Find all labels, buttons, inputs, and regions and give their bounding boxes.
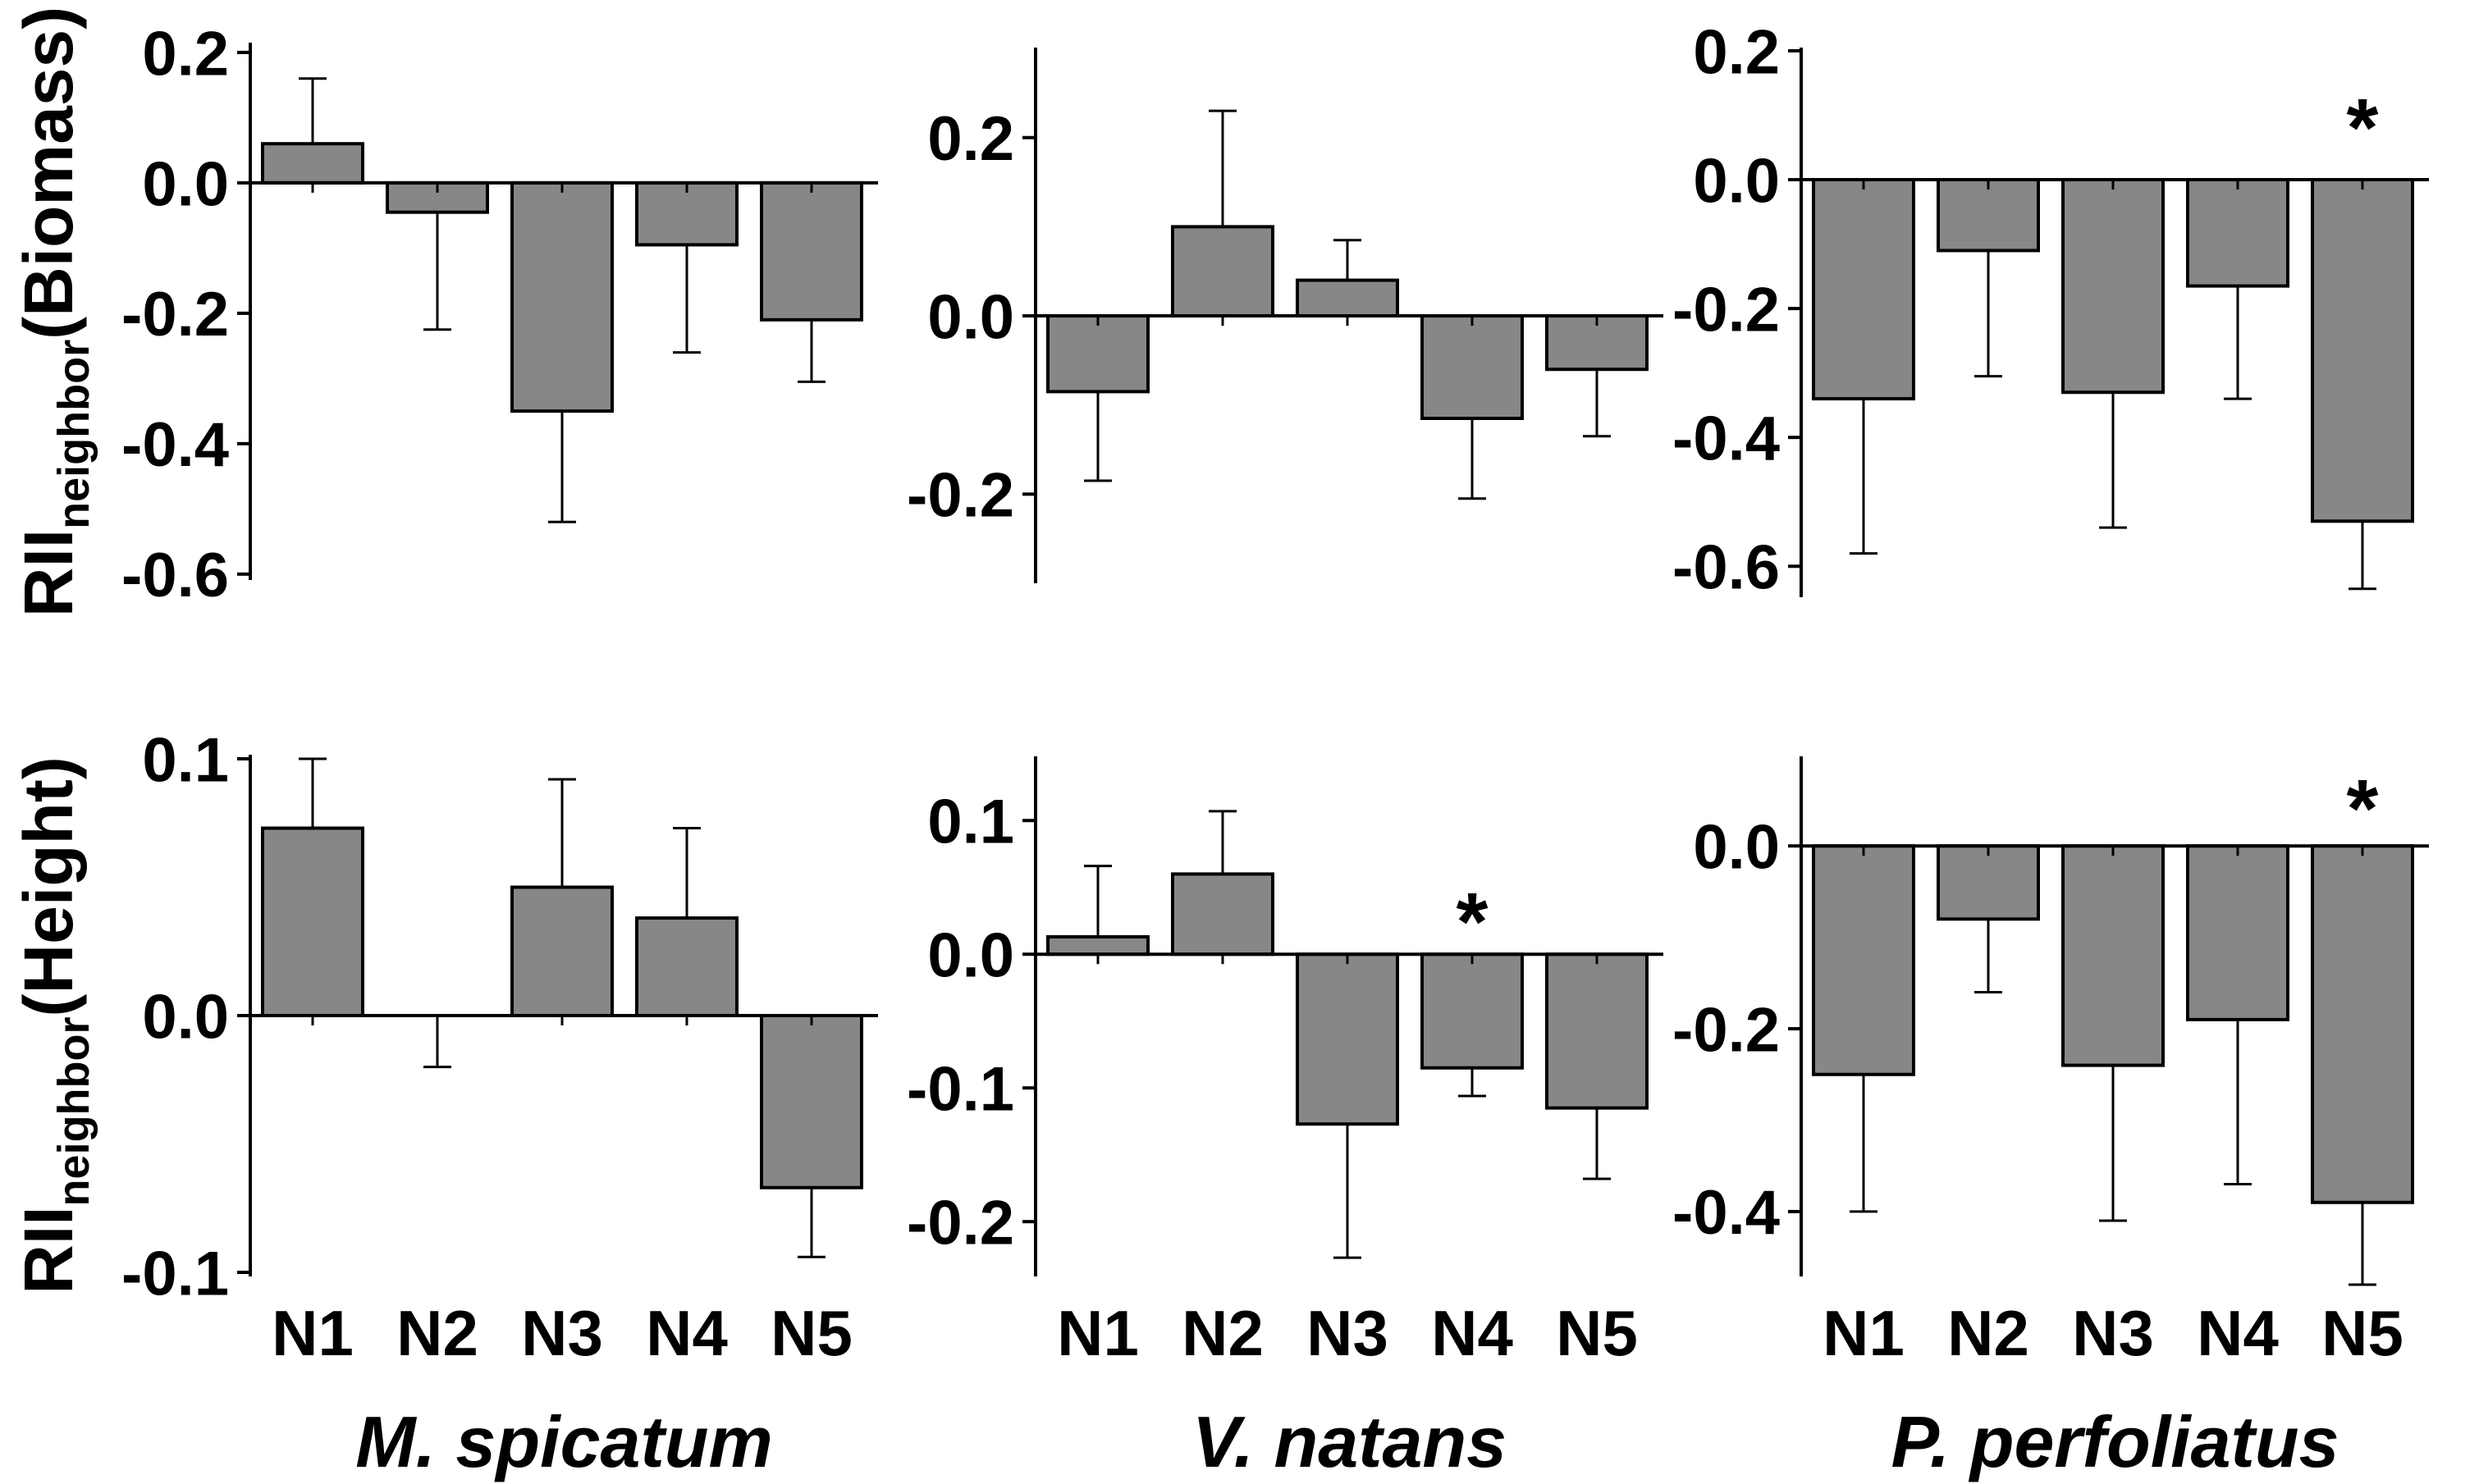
y-tick-label-0.1: 0.1 [142,725,229,795]
panel-height-v-natans: 0.1 0.0 -0.1 -0.2 * N1 N2 N3 N4 N5 V. natans [907,756,1663,1482]
significance-asterisk-n5: * [2347,763,2379,855]
bar-n1 [261,142,364,185]
y-tick-label--0.1: -0.1 [121,1239,229,1308]
x-label-n5: N5 [2321,1297,2403,1369]
panel-biomass-p-perfoliatus: 0.2 0.0 -0.2 -0.4 -0.6 * [1672,17,2429,603]
svg-text:RIIneighbor(Height): RIIneighbor(Height) [10,756,98,1295]
x-label-n4: N4 [2197,1297,2279,1369]
x-label-n4: N4 [1431,1297,1513,1369]
y-tick-label-0.2: 0.2 [927,104,1014,174]
species-label-height-m-spicatum: M. spicatum [355,1401,773,1482]
y-tick-label-0.0: 0.0 [1693,813,1780,883]
bar-n2 [1937,844,2040,921]
y-axis-label-row-1: RIIneighbor(Height) [10,756,98,1295]
y-tick-label--0.2: -0.2 [907,1189,1014,1258]
x-label-n3: N3 [2072,1297,2154,1369]
bar-n3 [1296,952,1399,1126]
x-label-n2: N2 [1182,1297,1264,1369]
bar-n3 [2061,178,2165,395]
x-label-n2: N2 [396,1297,478,1369]
x-label-n4: N4 [646,1297,728,1369]
y-tick-label-0.0: 0.0 [142,149,229,219]
bar-n4 [1420,952,1524,1070]
bar-n1 [261,826,364,1017]
bar-n2 [1171,872,1274,957]
x-label-n5: N5 [771,1297,853,1369]
bar-n5 [1545,952,1649,1110]
y-tick-label--0.6: -0.6 [121,541,229,610]
bar-n2 [1171,225,1274,318]
bar-n5 [2311,178,2414,523]
y-tick-label-0.2: 0.2 [142,19,229,89]
x-label-n3: N3 [1306,1297,1388,1369]
panel-height-p-perfoliatus: 0.0 -0.2 -0.4 * N1 N2 N3 N4 N5 P. perfoliatus [1672,756,2429,1482]
x-label-n3: N3 [521,1297,603,1369]
bar-n5 [760,180,863,322]
bar-n1 [1046,314,1150,394]
bar-n4 [1420,314,1524,420]
y-tick-label--0.2: -0.2 [907,461,1014,531]
y-tick-label--0.2: -0.2 [1672,995,1780,1065]
y-tick-label--0.4: -0.4 [121,410,229,480]
y-tick-label--0.6: -0.6 [1672,533,1780,603]
bar-n1 [1812,844,1915,1076]
y-tick-label--0.4: -0.4 [1672,1178,1780,1248]
bar-n1 [1812,178,1915,401]
y-tick-label-0.2: 0.2 [1693,17,1780,87]
bar-n1 [1046,935,1150,957]
panel-biomass-m-spicatum: 0.2 0.0 -0.2 -0.4 -0.6 [121,19,878,610]
x-label-n5: N5 [1556,1297,1638,1369]
y-tick-label-0.0: 0.0 [142,982,229,1052]
bar-n3 [1296,278,1399,318]
bar-n5 [2311,844,2414,1204]
bar-n4 [2186,178,2289,288]
y-tick-label-0.0: 0.0 [1693,146,1780,216]
species-label-height-p-perfoliatus: P. perfoliatus [1891,1401,2339,1482]
bar-n3 [510,180,614,413]
significance-asterisk-n4: * [1457,876,1489,968]
panel-biomass-v-natans: 0.2 0.0 -0.2 [907,48,1663,583]
y-axis-label-row-0: RIIneighbor(Biomass) [10,7,98,617]
y-tick-label--0.1: -0.1 [907,1055,1014,1125]
y-tick-label--0.4: -0.4 [1672,404,1780,474]
x-label-n1: N1 [272,1297,354,1369]
y-tick-label-0.0: 0.0 [927,282,1014,352]
bar-n4 [635,916,739,1017]
bar-n3 [510,885,614,1017]
x-label-n2: N2 [1947,1297,2029,1369]
y-tick-label-0.1: 0.1 [927,788,1014,857]
y-tick-label--0.2: -0.2 [121,280,229,349]
bar-n4 [2186,844,2289,1021]
x-label-n1: N1 [1823,1297,1905,1369]
panel-height-m-spicatum: 0.1 0.0 -0.1 N1 N2 N3 N4 N5 M. spicatum [121,725,878,1482]
bar-n3 [2061,844,2165,1067]
significance-asterisk-n5: * [2347,82,2379,174]
svg-text:RIIneighbor(Biomass): RIIneighbor(Biomass) [10,7,98,617]
y-tick-label--0.2: -0.2 [1672,275,1780,345]
bar-n5 [760,1014,863,1189]
species-label-height-v-natans: V. natans [1192,1401,1507,1482]
y-tick-label-0.0: 0.0 [927,921,1014,991]
bar-n2 [1937,178,2040,253]
x-label-n1: N1 [1057,1297,1139,1369]
